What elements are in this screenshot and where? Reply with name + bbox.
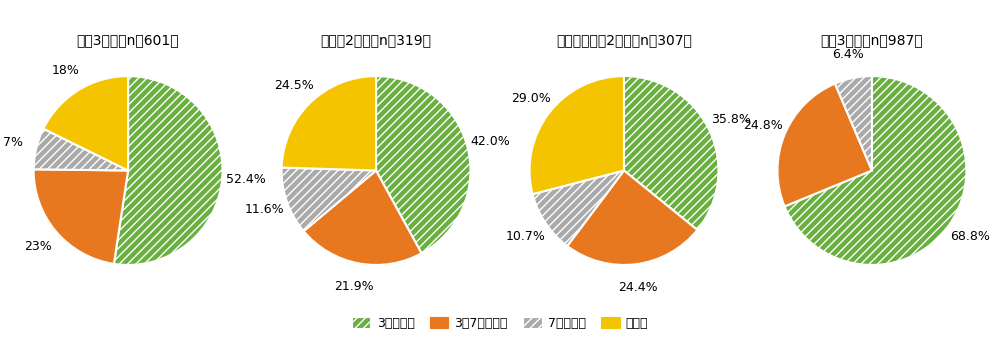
Text: 10.7%: 10.7%	[506, 229, 546, 243]
Wedge shape	[785, 76, 966, 265]
Text: 52.4%: 52.4%	[226, 173, 266, 186]
Text: 7%: 7%	[3, 136, 23, 149]
Title: 小学3年生（n＝601）: 小学3年生（n＝601）	[77, 33, 179, 47]
Text: 18%: 18%	[52, 64, 80, 77]
Title: 中学生2年生（n＝319）: 中学生2年生（n＝319）	[321, 33, 432, 47]
Text: 24.4%: 24.4%	[619, 281, 658, 294]
Wedge shape	[533, 170, 624, 246]
Text: 11.6%: 11.6%	[245, 203, 284, 216]
Text: 35.8%: 35.8%	[711, 113, 750, 126]
Wedge shape	[43, 76, 128, 170]
Wedge shape	[624, 76, 718, 230]
Wedge shape	[777, 84, 872, 206]
Text: 6.4%: 6.4%	[832, 48, 864, 61]
Text: 24.8%: 24.8%	[743, 119, 783, 132]
Wedge shape	[304, 170, 422, 265]
Text: 24.5%: 24.5%	[274, 79, 314, 92]
Title: 大学3年生（n＝987）: 大学3年生（n＝987）	[821, 33, 923, 47]
Wedge shape	[530, 76, 624, 194]
Text: 42.0%: 42.0%	[471, 135, 510, 148]
Wedge shape	[282, 76, 376, 170]
Wedge shape	[34, 129, 128, 170]
Wedge shape	[34, 169, 128, 264]
Wedge shape	[567, 170, 697, 265]
Text: 21.9%: 21.9%	[334, 280, 374, 293]
Text: 23%: 23%	[24, 240, 52, 253]
Wedge shape	[114, 76, 223, 265]
Wedge shape	[282, 167, 376, 231]
Wedge shape	[835, 76, 872, 170]
Text: 29.0%: 29.0%	[511, 92, 550, 105]
Text: 68.8%: 68.8%	[950, 230, 990, 243]
Wedge shape	[376, 76, 470, 253]
Title: 全日制高校生2年生（n＝307）: 全日制高校生2年生（n＝307）	[556, 33, 692, 47]
Legend: 3時間未満, 3〜7時間未満, 7時間以上, 無回答: 3時間未満, 3〜7時間未満, 7時間以上, 無回答	[347, 312, 653, 335]
